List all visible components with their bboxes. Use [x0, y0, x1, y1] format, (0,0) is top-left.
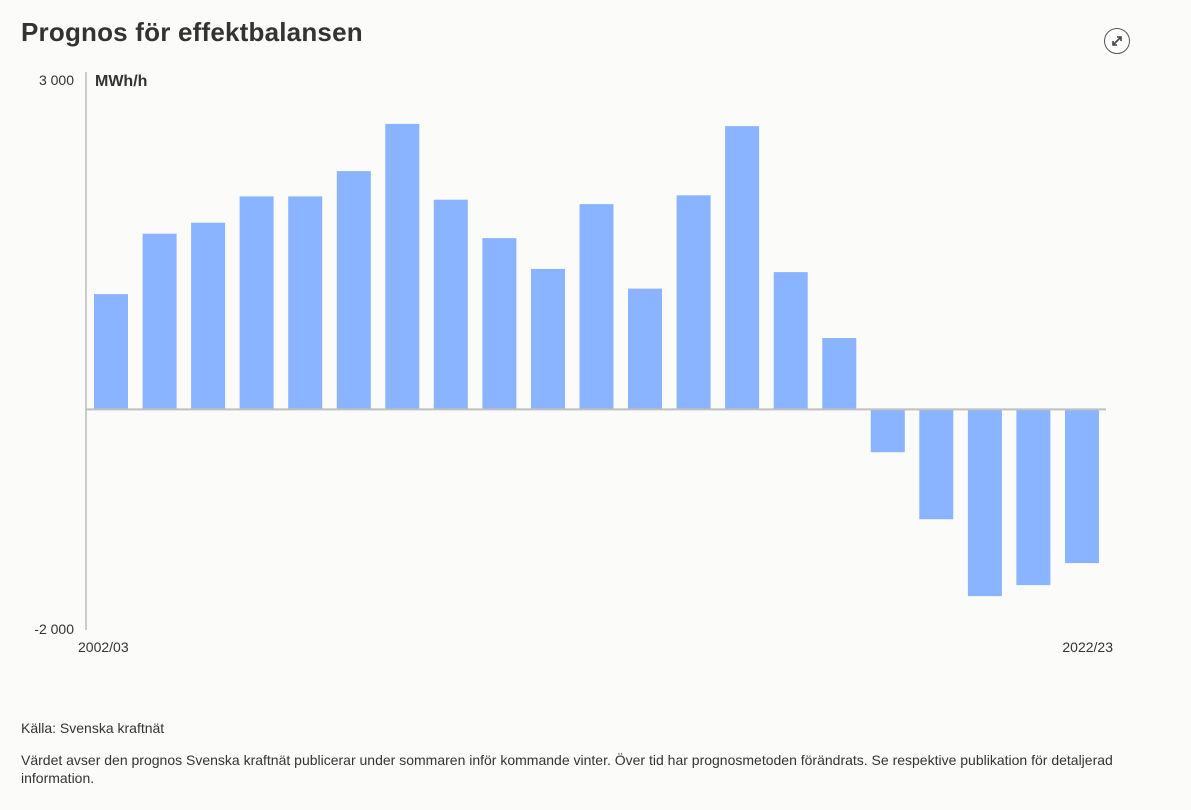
y-tick-label-max: 3 000: [39, 72, 74, 88]
footnote-text: Värdet avser den prognos Svenska kraftnä…: [21, 752, 1113, 786]
bar-2020-21[interactable]: [967, 409, 1002, 597]
bar-2007-08[interactable]: [336, 171, 371, 410]
bar-2014-15[interactable]: [676, 195, 711, 410]
bar-2011-12[interactable]: [531, 268, 565, 410]
bar-2012-13[interactable]: [579, 204, 614, 410]
x-tick-label-first: 2002/03: [78, 639, 129, 655]
bar-2019-20[interactable]: [919, 409, 954, 520]
bar-2004-05[interactable]: [191, 222, 226, 410]
source-text: Källa: Svenska kraftnät: [21, 720, 165, 736]
bar-2005-06[interactable]: [239, 196, 274, 410]
bar-2018-19[interactable]: [870, 409, 905, 453]
bar-2016-17[interactable]: [773, 272, 808, 410]
expand-arrows-icon: [1112, 36, 1122, 46]
bar-2008-09[interactable]: [385, 123, 420, 410]
bar-2006-07[interactable]: [288, 196, 323, 410]
bar-2021-22[interactable]: [1016, 409, 1051, 586]
expand-button[interactable]: [1104, 28, 1130, 54]
bar-2010-11[interactable]: [482, 238, 517, 410]
bar-2013-14[interactable]: [628, 288, 662, 410]
bar-2002-03[interactable]: [94, 294, 128, 410]
bar-2009-10[interactable]: [433, 199, 468, 410]
bar-2015-16[interactable]: [725, 126, 760, 410]
bar-chart: 3 000 -2 000 MWh/h 2002/03 2022/23: [34, 72, 1113, 655]
bar-2022-23[interactable]: [1065, 409, 1099, 564]
y-tick-label-min: -2 000: [34, 621, 74, 637]
chart-title: Prognos för effektbalansen: [21, 17, 363, 47]
y-axis-unit: MWh/h: [95, 73, 147, 90]
bar-2003-04[interactable]: [142, 233, 177, 410]
bar-2017-18[interactable]: [822, 338, 857, 410]
x-tick-label-last: 2022/23: [1062, 639, 1113, 655]
